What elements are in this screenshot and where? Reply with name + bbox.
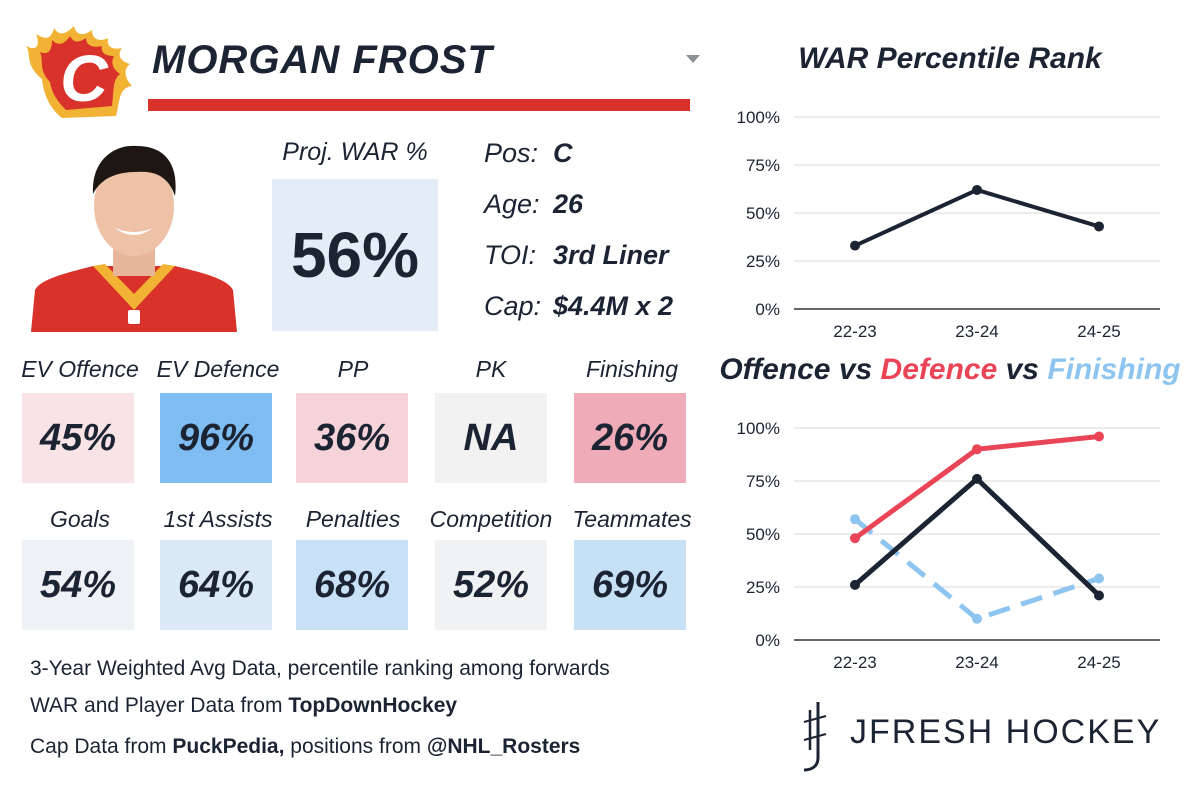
x-tick-label: 22-23 — [833, 653, 876, 672]
y-tick-label: 75% — [746, 472, 780, 491]
metric-box-penalties: 68% — [296, 540, 408, 630]
metric-label-finishing: Finishing — [585, 356, 679, 382]
series-line-offence — [853, 476, 1101, 598]
data-point-offence — [972, 473, 982, 484]
brand-name: JFRESH HOCKEY — [850, 713, 1162, 751]
chart2-title: Offence vs Defence vs Finishing — [700, 353, 1200, 387]
metric-label-penalties: Penalties — [305, 506, 401, 532]
chart1-title: WAR Percentile Rank — [798, 42, 1102, 75]
offence-defence-finishing-chart: 0% 25% 50% 75% 100% 22-23 23-24 24-25 — [737, 419, 1160, 672]
y-tick-label: 25% — [746, 252, 780, 271]
y-tick-label: 100% — [737, 419, 780, 438]
x-tick-label: 23-24 — [955, 653, 998, 672]
info-label-age: Age: — [484, 189, 540, 219]
metric-label-ev-defence: EV Defence — [156, 356, 280, 382]
metric-label-goals: Goals — [49, 506, 111, 532]
data-point-war — [1094, 221, 1104, 232]
data-point-offence — [1094, 590, 1104, 601]
war-percentile-chart: 0% 25% 50% 75% 100% 22-23 23-24 24-25 — [737, 108, 1160, 341]
chevron-down-icon[interactable] — [686, 55, 700, 63]
source-puckpedia: PuckPedia, — [172, 735, 285, 758]
source-nhl-rosters: @NHL_Rosters — [426, 735, 581, 758]
proj-war-value: 56% — [272, 179, 438, 331]
title-vs-2: vs — [997, 353, 1048, 386]
metric-box-ev-defence: 96% — [160, 393, 272, 483]
data-point-finishing — [850, 514, 860, 525]
info-value-pos: C — [553, 138, 573, 168]
x-tick-label: 22-23 — [833, 322, 876, 341]
metric-label-ev-offence: EV Offence — [21, 356, 139, 382]
series-line-war — [854, 187, 1100, 248]
logo-letter: C — [60, 41, 108, 115]
player-photo — [31, 140, 237, 332]
y-tick-label: 100% — [737, 108, 780, 127]
info-label-cap: Cap: — [484, 291, 542, 321]
metric-label-pp: PP — [337, 356, 369, 382]
flaming-c-icon — [26, 26, 132, 118]
info-value-cap: $4.4M x 2 — [553, 291, 674, 321]
metric-label-competition: Competition — [429, 506, 553, 532]
data-point-war — [850, 240, 860, 251]
footer-line-1: 3-Year Weighted Avg Data, percentile ran… — [30, 657, 610, 680]
metric-label-1st-assists: 1st Assists — [163, 506, 273, 532]
title-defence: Defence — [880, 353, 998, 386]
metric-box-competition: 52% — [435, 540, 547, 630]
y-tick-label: 25% — [746, 578, 780, 597]
metric-box-pp: 36% — [296, 393, 408, 483]
data-point-finishing — [972, 613, 982, 624]
data-point-defence — [850, 533, 860, 544]
data-point-defence — [972, 444, 982, 455]
name-underline — [148, 99, 690, 111]
footer-line-2: WAR and Player Data from TopDownHockey — [30, 694, 458, 717]
metric-box-ev-offence: 45% — [22, 393, 134, 483]
metric-label-pk: PK — [475, 356, 507, 382]
footer-line-3: Cap Data from PuckPedia, positions from … — [30, 735, 581, 758]
team-logo: C — [22, 24, 134, 124]
title-finishing: Finishing — [1047, 353, 1181, 386]
metric-box-teammates: 69% — [574, 540, 686, 630]
data-point-defence — [1094, 431, 1104, 442]
player-name: MORGAN FROST — [152, 38, 493, 82]
data-point-offence — [850, 579, 860, 590]
title-vs-1: vs — [830, 353, 881, 386]
title-offence: Offence — [719, 353, 831, 386]
metric-box-finishing: 26% — [574, 393, 686, 483]
metric-label-teammates: Teammates — [572, 506, 692, 532]
info-value-toi: 3rd Liner — [553, 240, 669, 270]
data-point-finishing — [1094, 573, 1104, 584]
x-tick-label: 23-24 — [955, 322, 998, 341]
y-tick-label: 0% — [755, 631, 780, 650]
y-tick-label: 75% — [746, 156, 780, 175]
metric-box-pk: NA — [435, 393, 547, 483]
metric-box-goals: 54% — [22, 540, 134, 630]
x-tick-label: 24-25 — [1077, 653, 1120, 672]
source-topdownhockey: TopDownHockey — [288, 694, 458, 717]
y-tick-label: 0% — [755, 300, 780, 319]
info-label-pos: Pos: — [484, 138, 539, 168]
y-tick-label: 50% — [746, 204, 780, 223]
jfresh-logo-icon — [796, 700, 836, 772]
x-tick-label: 24-25 — [1077, 322, 1120, 341]
metric-box-1st-assists: 64% — [160, 540, 272, 630]
data-point-war — [972, 184, 982, 195]
info-label-toi: TOI: — [484, 240, 537, 270]
proj-war-label: Proj. WAR % — [282, 138, 428, 166]
y-tick-label: 50% — [746, 525, 780, 544]
info-value-age: 26 — [553, 189, 584, 219]
